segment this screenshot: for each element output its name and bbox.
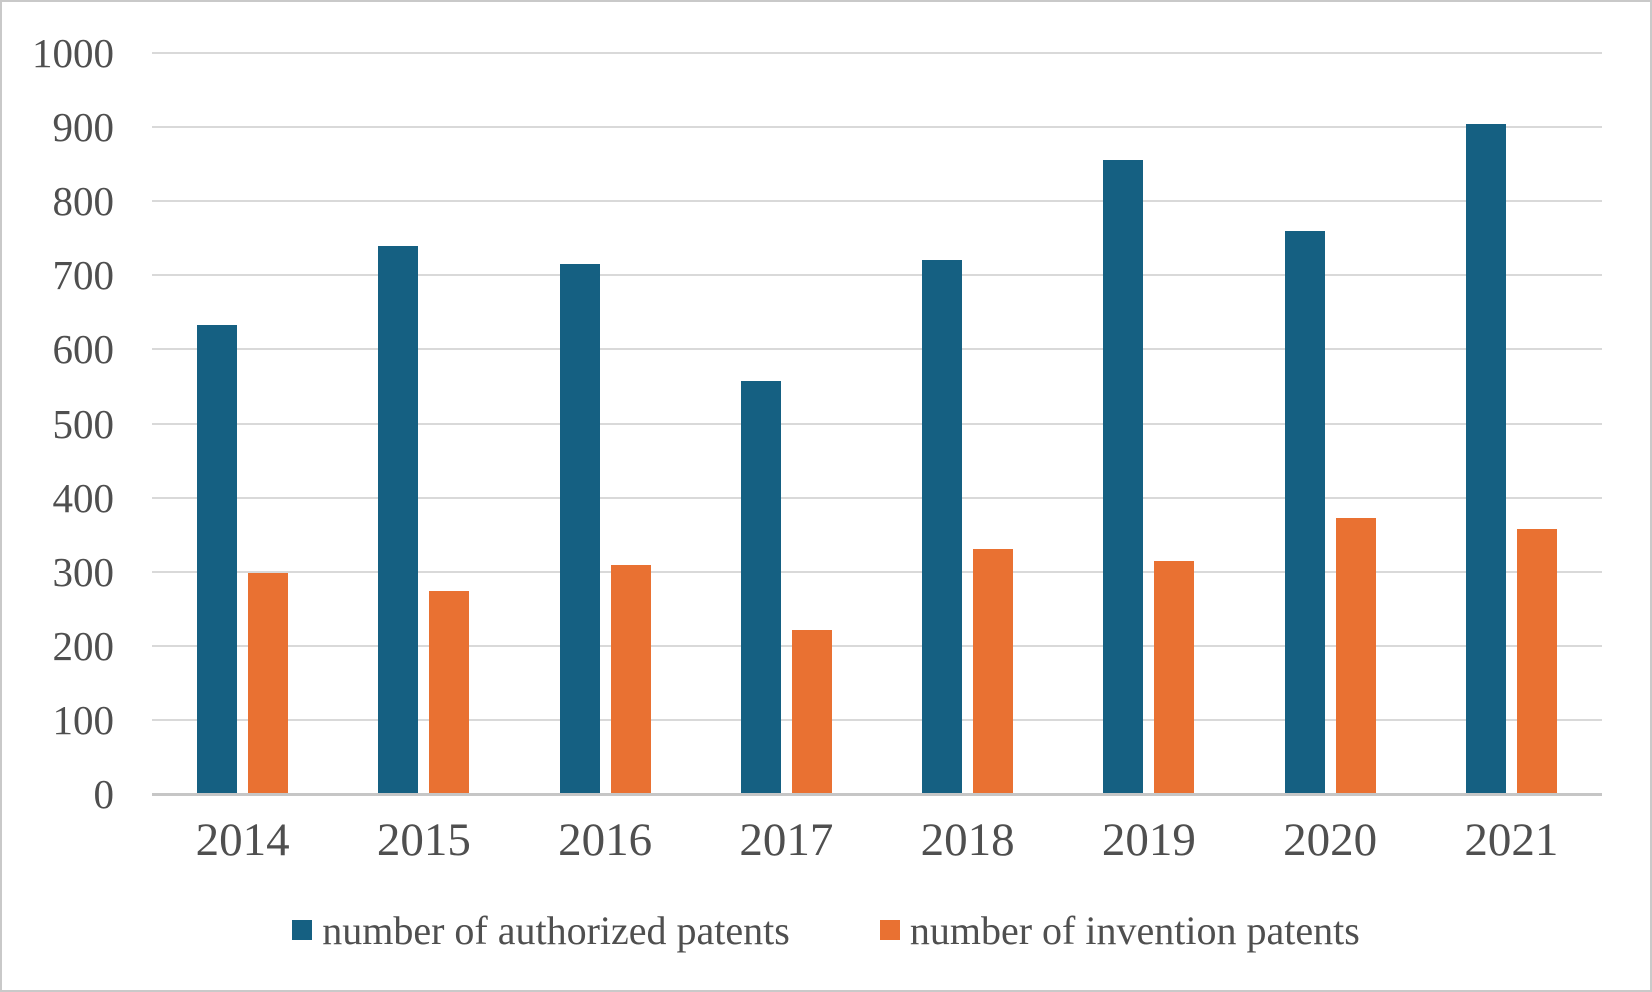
x-axis: 2014 2015 2016 2017 2018 2019 2020 2021	[152, 814, 1602, 866]
x-tick-label: 2015	[376, 814, 471, 866]
bar-invention	[973, 548, 1014, 794]
bar-invention	[1335, 517, 1376, 794]
y-tick-label: 300	[52, 548, 115, 595]
bar-group	[152, 53, 333, 794]
x-tick-label: 2018	[920, 814, 1015, 866]
bar-authorized	[740, 380, 781, 794]
bar-group	[1058, 53, 1239, 794]
legend-swatch-invention	[879, 920, 900, 940]
bar-invention	[248, 573, 289, 794]
x-tick-label: 2014	[195, 814, 290, 866]
legend-swatch-authorized	[292, 920, 313, 940]
bar-authorized	[559, 264, 600, 794]
bar-group	[696, 53, 877, 794]
legend-label: number of authorized patents	[322, 907, 790, 953]
y-tick-label: 600	[52, 326, 115, 373]
bar-invention	[1154, 561, 1195, 794]
y-gridline	[152, 274, 1602, 277]
y-tick-label: 800	[52, 178, 115, 225]
legend-item-invention: number of invention patents	[879, 907, 1360, 954]
y-gridline	[152, 126, 1602, 129]
bar-authorized	[1465, 124, 1506, 794]
y-tick-label: 200	[52, 622, 115, 669]
x-axis-line	[152, 793, 1602, 796]
y-gridline	[152, 570, 1602, 573]
bar-authorized	[1284, 230, 1325, 794]
y-gridline	[152, 718, 1602, 721]
bar-authorized	[1103, 160, 1144, 794]
y-gridline	[152, 348, 1602, 351]
y-gridline	[152, 52, 1602, 54]
bar-invention	[429, 590, 470, 794]
legend: number of authorized patents number of in…	[2, 902, 1650, 958]
y-gridline	[152, 644, 1602, 647]
bar-authorized	[922, 260, 963, 794]
bar-group	[1240, 53, 1421, 794]
legend-item-authorized: number of authorized patents	[292, 907, 790, 954]
y-tick-label: 400	[52, 474, 115, 521]
bar-groups	[152, 53, 1602, 794]
y-gridline	[152, 422, 1602, 425]
bar-invention	[610, 565, 651, 794]
bar-authorized	[197, 324, 238, 794]
bar-group	[1421, 53, 1602, 794]
y-tick-label: 900	[52, 104, 115, 151]
y-gridline	[152, 200, 1602, 203]
y-tick-label: 100	[52, 696, 115, 743]
y-gridline	[152, 496, 1602, 499]
x-tick-label: 2016	[558, 814, 653, 866]
x-tick-label: 2021	[1464, 814, 1559, 866]
y-tick-label: 500	[52, 400, 115, 447]
bar-invention	[1516, 529, 1557, 794]
y-tick-label: 700	[52, 252, 115, 299]
bar-group	[877, 53, 1058, 794]
y-tick-label: 0	[93, 771, 115, 817]
legend-label: number of invention patents	[909, 907, 1360, 953]
bar-group	[333, 53, 514, 794]
x-tick-label: 2019	[1101, 814, 1196, 866]
plot-area	[152, 52, 1602, 796]
x-tick-label: 2017	[739, 814, 834, 866]
x-tick-label: 2020	[1283, 814, 1378, 866]
bar-group	[515, 53, 696, 794]
bar-authorized	[378, 245, 419, 794]
y-tick-label: 1000	[32, 30, 114, 76]
bar-invention	[791, 630, 832, 794]
